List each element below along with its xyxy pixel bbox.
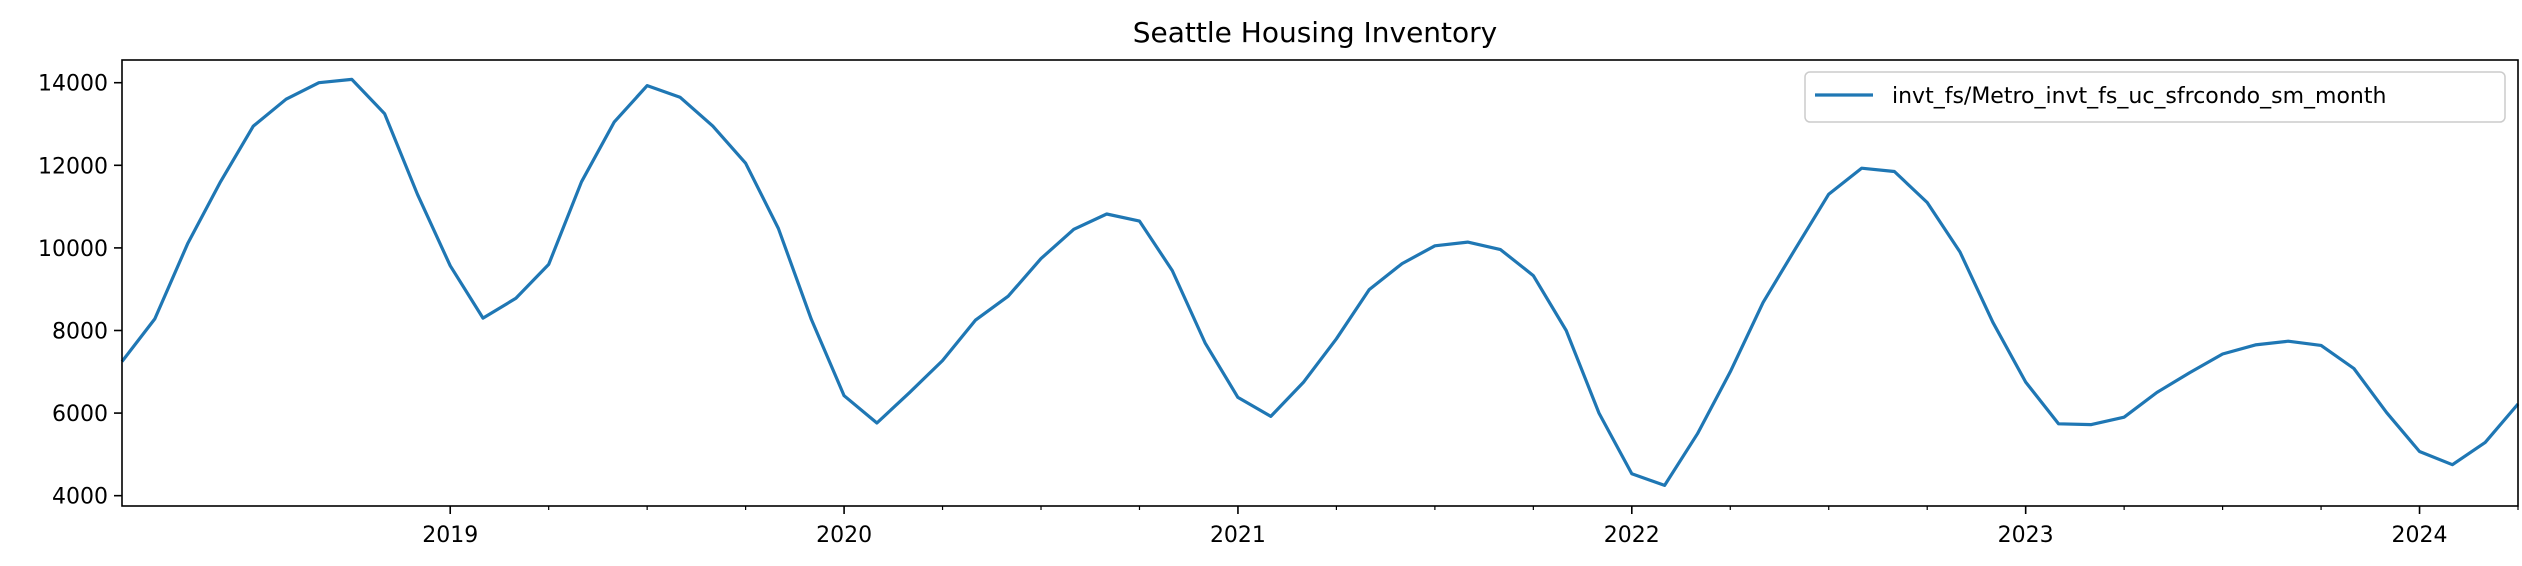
x-tick-label: 2019 <box>422 523 478 548</box>
y-tick-label: 14000 <box>38 72 108 97</box>
y-axis: 4000 6000 8000 10000 12000 14000 <box>38 72 122 510</box>
plot-area <box>120 77 2520 487</box>
x-axis: 2019 2020 2021 2022 2023 2024 <box>422 506 2519 548</box>
y-tick-label: 6000 <box>52 402 108 427</box>
legend: invt_fs/Metro_invt_fs_uc_sfrcondo_sm_mon… <box>1804 71 2506 123</box>
legend-box <box>1804 71 2506 123</box>
x-tick-label: 2021 <box>1210 523 1266 548</box>
chart-title: Seattle Housing Inventory <box>1133 16 1497 49</box>
y-tick-label: 12000 <box>38 154 108 179</box>
y-tick-label: 10000 <box>38 237 108 262</box>
series-line-0 <box>120 77 2520 487</box>
y-tick-label: 4000 <box>52 485 108 510</box>
x-tick-label: 2022 <box>1604 523 1660 548</box>
x-tick-label: 2024 <box>2392 523 2448 548</box>
legend-label: invt_fs/Metro_invt_fs_uc_sfrcondo_sm_mon… <box>1892 84 2386 109</box>
plot-frame <box>121 59 2519 507</box>
x-tick-label: 2023 <box>1998 523 2054 548</box>
y-tick-label: 8000 <box>52 319 108 344</box>
x-tick-label: 2020 <box>816 523 872 548</box>
